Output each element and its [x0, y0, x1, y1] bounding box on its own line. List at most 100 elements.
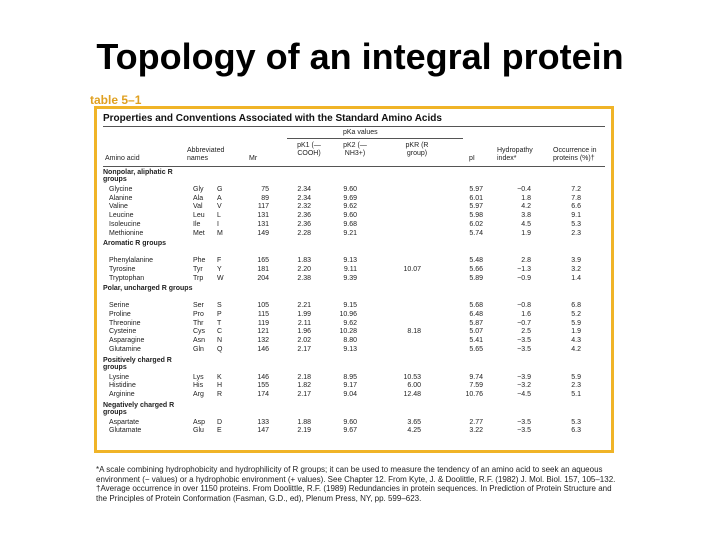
occurrence-value: 9.1: [571, 212, 581, 220]
pkr-value: 6.00: [407, 382, 421, 390]
pi-value: 6.48: [469, 311, 483, 318]
amino-acid-name: Aspartate: [109, 418, 139, 426]
table-row: Lysine Lys K 146 2.18 8.95 10.53 9.74 −3.9 5.9: [97, 374, 611, 382]
molecular-weight: 165: [257, 257, 269, 265]
pk2-value: 9.13: [343, 345, 357, 353]
one-letter-code: C: [217, 328, 223, 336]
pk1-value: 2.38: [297, 274, 311, 282]
one-letter-code: D: [217, 418, 223, 426]
pk2-value: 9.67: [343, 427, 357, 435]
pi-value: 6.02: [469, 220, 483, 228]
occurrence-value: 5.3: [571, 418, 581, 426]
molecular-weight: 146: [257, 373, 269, 381]
hydropathy-value: −3.5: [517, 418, 531, 426]
three-letter-code: Ala: [193, 194, 204, 202]
pi-value: 6.01: [469, 194, 483, 202]
amino-acid-name: Leucine: [109, 212, 134, 220]
molecular-weight: 75: [261, 186, 269, 193]
section-label: Nonpolar, aliphatic R groups: [103, 169, 173, 183]
pk2-value: 8.95: [343, 373, 357, 381]
molecular-weight: 119: [257, 319, 269, 327]
hydropathy-value: 4.5: [521, 220, 531, 228]
table-row: Histidine His H 155 1.82 9.17 6.00 7.59 −3.2 2.3: [97, 382, 611, 390]
pk2-value: 9.68: [343, 220, 357, 228]
table-footnotes: *A scale combining hydrophobicity and hy…: [96, 465, 616, 503]
table-row: Methionine Met M 149 2.28 9.21 5.74 1.9 2.3: [97, 230, 611, 238]
pi-value: 9.74: [469, 373, 483, 381]
pk1-value: 2.20: [297, 265, 311, 273]
amino-acid-name: Glutamine: [109, 345, 141, 353]
pk1-value: 1.88: [297, 418, 311, 426]
pk2-value: 9.21: [343, 229, 357, 237]
pk1-value: 1.99: [297, 311, 311, 318]
amino-acid-name: Histidine: [109, 382, 136, 390]
table-row: Tyrosine Tyr Y 181 2.20 9.11 10.07 5.66 −1.3 3.2: [97, 266, 611, 274]
hydropathy-value: −4.5: [517, 390, 531, 398]
hydropathy-value: −1.3: [517, 265, 531, 273]
table-row: Isoleucine Ile I 131 2.36 9.68 6.02 4.5 5.3: [97, 221, 611, 229]
molecular-weight: 147: [257, 427, 269, 435]
pk1-value: 1.83: [297, 257, 311, 265]
pk1-value: 2.02: [297, 337, 311, 345]
three-letter-code: Ile: [193, 220, 201, 228]
three-letter-code: Leu: [193, 212, 205, 220]
amino-acid-name: Glycine: [109, 186, 133, 193]
pk1-value: 2.36: [297, 212, 311, 220]
amino-acid-name: Alanine: [109, 194, 133, 202]
amino-acid-name: Proline: [109, 311, 131, 318]
table-row: Asparagine Asn N 132 2.02 8.80 5.41 −3.5 4.3: [97, 337, 611, 345]
pk1-value: 2.17: [297, 345, 311, 353]
pk1-value: 2.18: [297, 373, 311, 381]
pkr-value: 3.65: [407, 418, 421, 426]
header-occurrence: Occurrence in proteins (%)†: [553, 147, 597, 162]
amino-acid-name: Valine: [109, 203, 128, 211]
pi-value: 5.68: [469, 302, 483, 310]
table-number-label: table 5–1: [90, 93, 142, 107]
pka-span-rule: [287, 138, 463, 139]
molecular-weight: 89: [261, 194, 269, 202]
amino-acid-name: Serine: [109, 302, 130, 310]
pi-value: 5.41: [469, 337, 483, 345]
table-caption: Properties and Conventions Associated wi…: [103, 113, 442, 124]
table-row: Glutamate Glu E 147 2.19 9.67 4.25 3.22 −3.5 6.3: [97, 427, 611, 435]
one-letter-code: T: [217, 319, 222, 327]
three-letter-code: Ser: [193, 302, 204, 310]
pi-value: 2.77: [469, 418, 483, 426]
one-letter-code: G: [217, 186, 223, 193]
pi-value: 5.66: [469, 265, 483, 273]
occurrence-value: 6.3: [571, 427, 581, 435]
footnote-occurrence: †Average occurrence in over 1150 protein…: [96, 484, 612, 503]
three-letter-code: Gly: [193, 186, 204, 193]
pk1-value: 2.34: [297, 186, 311, 193]
pk2-value: 9.17: [343, 382, 357, 390]
table-row: Glycine Gly G 75 2.34 9.60 5.97 −0.4 7.2: [97, 186, 611, 194]
footnote-hydropathy: *A scale combining hydrophobicity and hy…: [96, 465, 616, 484]
occurrence-value: 7.2: [571, 186, 581, 193]
amino-acid-name: Lysine: [109, 373, 129, 381]
pk2-value: 9.69: [343, 194, 357, 202]
hydropathy-value: 1.9: [521, 229, 531, 237]
amino-acid-name: Isoleucine: [109, 220, 141, 228]
pk1-value: 2.17: [297, 390, 311, 398]
molecular-weight: 181: [257, 265, 269, 273]
hydropathy-value: 1.6: [521, 311, 531, 318]
molecular-weight: 121: [257, 328, 269, 336]
occurrence-value: 5.3: [571, 220, 581, 228]
molecular-weight: 155: [257, 382, 269, 390]
pk2-value: 9.13: [343, 257, 357, 265]
pk1-value: 2.36: [297, 220, 311, 228]
molecular-weight: 132: [257, 337, 269, 345]
three-letter-code: Trp: [193, 274, 204, 282]
pk2-value: 9.11: [343, 265, 357, 273]
three-letter-code: Gln: [193, 345, 204, 353]
amino-acid-name: Arginine: [109, 390, 135, 398]
occurrence-value: 1.4: [571, 274, 581, 282]
pk2-value: 9.04: [343, 390, 357, 398]
header-mr: Mr: [249, 155, 258, 162]
one-letter-code: Q: [217, 345, 223, 353]
hydropathy-value: 3.8: [521, 212, 531, 220]
occurrence-value: 5.9: [571, 373, 581, 381]
hydropathy-value: −0.4: [517, 186, 531, 193]
table-row: Arginine Arg R 174 2.17 9.04 12.48 10.76 −4.5 5.1: [97, 391, 611, 399]
hydropathy-value: −0.7: [517, 319, 531, 327]
